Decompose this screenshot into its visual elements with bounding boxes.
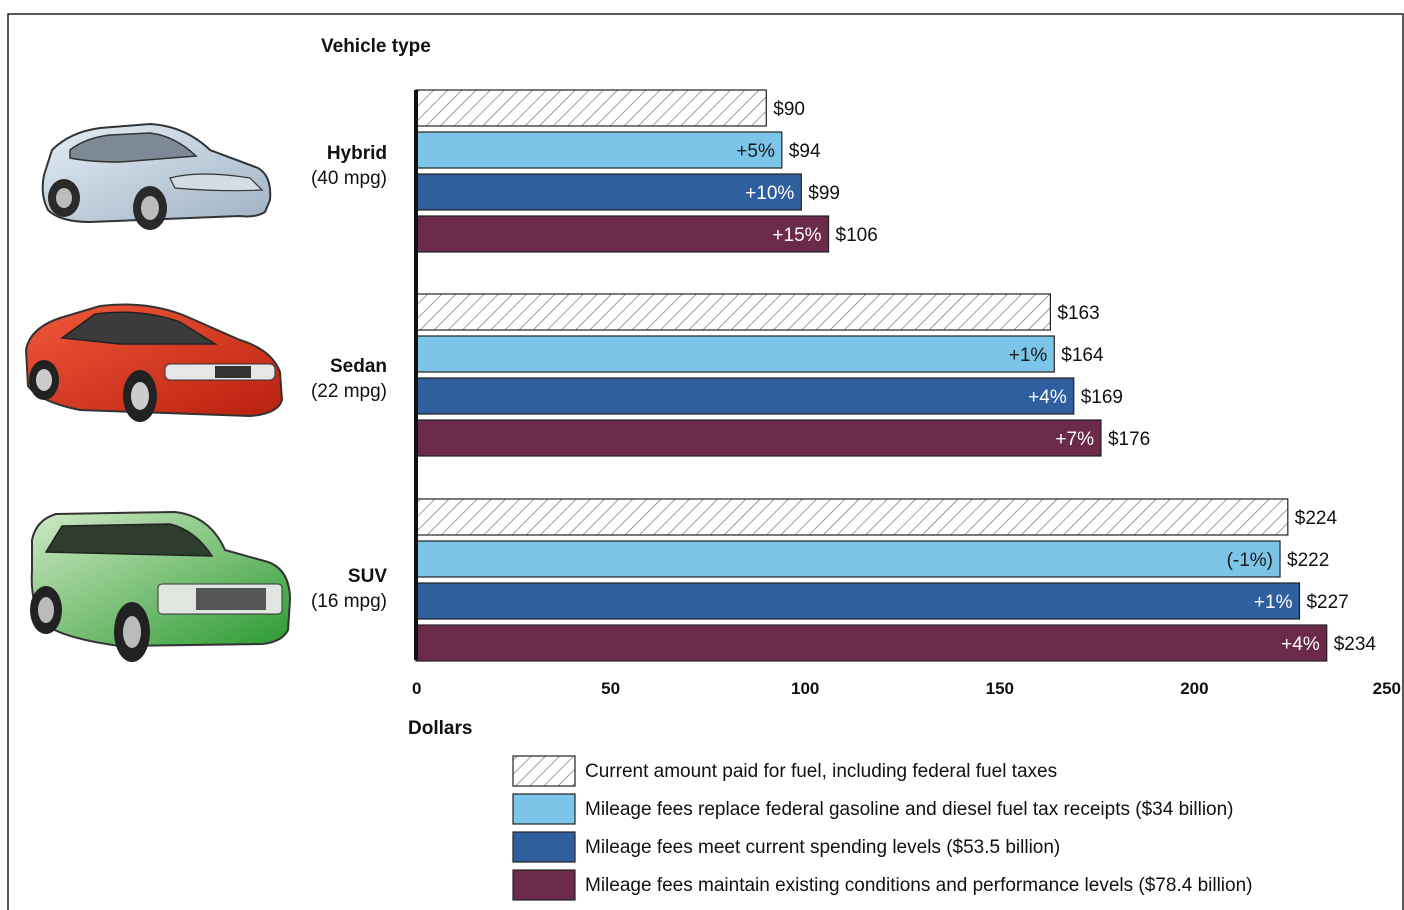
legend-label-series-3: Mileage fees meet current spending level… (585, 837, 1060, 858)
legend: Current amount paid for fuel, including … (512, 755, 1252, 901)
pct-label-sedan-series-3: +4% (1028, 387, 1067, 408)
value-label-suv-series-2: $222 (1287, 550, 1329, 571)
y-axis-title: Vehicle type (321, 36, 431, 57)
x-tick-label-50: 50 (601, 679, 620, 698)
bar-sedan-series-2 (415, 335, 1055, 373)
value-label-suv-series-1: $224 (1295, 508, 1338, 529)
bar-hybrid-series-2 (415, 131, 783, 169)
bar-suv-series-1 (415, 498, 1289, 536)
bar-suv-series-4 (415, 624, 1328, 662)
x-tick-label-0: 0 (412, 679, 421, 698)
pct-label-suv-series-4: +4% (1281, 634, 1320, 655)
legend-swatch-series-3 (512, 831, 576, 863)
category-sublabel-hybrid: (40 mpg) (311, 168, 387, 189)
legend-label-series-2: Mileage fees replace federal gasoline an… (585, 799, 1234, 820)
value-label-suv-series-3: $227 (1306, 592, 1348, 613)
value-label-hybrid-series-1: $90 (773, 99, 805, 120)
pct-label-hybrid-series-4: +15% (772, 225, 821, 246)
x-axis-title: Dollars (408, 718, 472, 739)
pct-label-suv-series-3: +1% (1254, 592, 1293, 613)
category-label-hybrid: Hybrid (327, 143, 387, 164)
x-tick-label-150: 150 (986, 679, 1014, 698)
category-sublabel-suv: (16 mpg) (311, 591, 387, 612)
bar-sedan-series-4 (415, 419, 1102, 457)
pct-label-hybrid-series-2: +5% (736, 141, 775, 162)
pct-label-suv-series-2: (-1%) (1227, 550, 1273, 571)
value-label-sedan-series-4: $176 (1108, 429, 1150, 450)
value-label-sedan-series-2: $164 (1061, 345, 1104, 366)
pct-label-sedan-series-4: +7% (1055, 429, 1094, 450)
bars-group (415, 89, 1328, 662)
value-label-hybrid-series-2: $94 (789, 141, 821, 162)
legend-label-series-1: Current amount paid for fuel, including … (585, 761, 1057, 782)
x-tick-label-100: 100 (791, 679, 819, 698)
legend-label-series-4: Mileage fees maintain existing condition… (585, 875, 1252, 896)
x-tick-label-250: 250 (1373, 679, 1401, 698)
bar-hybrid-series-3 (415, 173, 802, 211)
value-label-suv-series-4: $234 (1334, 634, 1377, 655)
legend-swatch-series-2 (512, 793, 576, 825)
legend-swatch-series-1 (512, 755, 576, 787)
hybrid-car-icon (41, 122, 272, 230)
value-label-hybrid-series-4: $106 (836, 225, 878, 246)
category-sublabel-sedan: (22 mpg) (311, 381, 387, 402)
x-ticks-group: 0 50 100 150 200 250 (412, 679, 1401, 698)
bar-hybrid-series-1 (415, 89, 767, 127)
suv-car-icon (30, 510, 292, 662)
bar-suv-series-2 (415, 540, 1281, 578)
bar-hybrid-series-4 (415, 215, 830, 253)
x-tick-label-200: 200 (1180, 679, 1208, 698)
category-label-sedan: Sedan (330, 356, 387, 377)
legend-swatch-series-4 (512, 869, 576, 901)
pct-label-sedan-series-2: +1% (1009, 345, 1048, 366)
pct-label-hybrid-series-3: +10% (745, 183, 794, 204)
bar-sedan-series-1 (415, 293, 1051, 331)
sedan-car-icon (24, 303, 284, 422)
category-label-suv: SUV (348, 566, 387, 587)
value-label-sedan-series-3: $169 (1081, 387, 1123, 408)
value-label-hybrid-series-3: $99 (808, 183, 840, 204)
value-label-sedan-series-1: $163 (1057, 303, 1099, 324)
bar-suv-series-3 (415, 582, 1301, 620)
bar-sedan-series-3 (415, 377, 1075, 415)
bar-labels-group: $90 $94 +5% $99 +10% $106 +15% $163 $164 +1% $169 +… (736, 99, 1376, 655)
figure-border (7, 13, 1404, 910)
